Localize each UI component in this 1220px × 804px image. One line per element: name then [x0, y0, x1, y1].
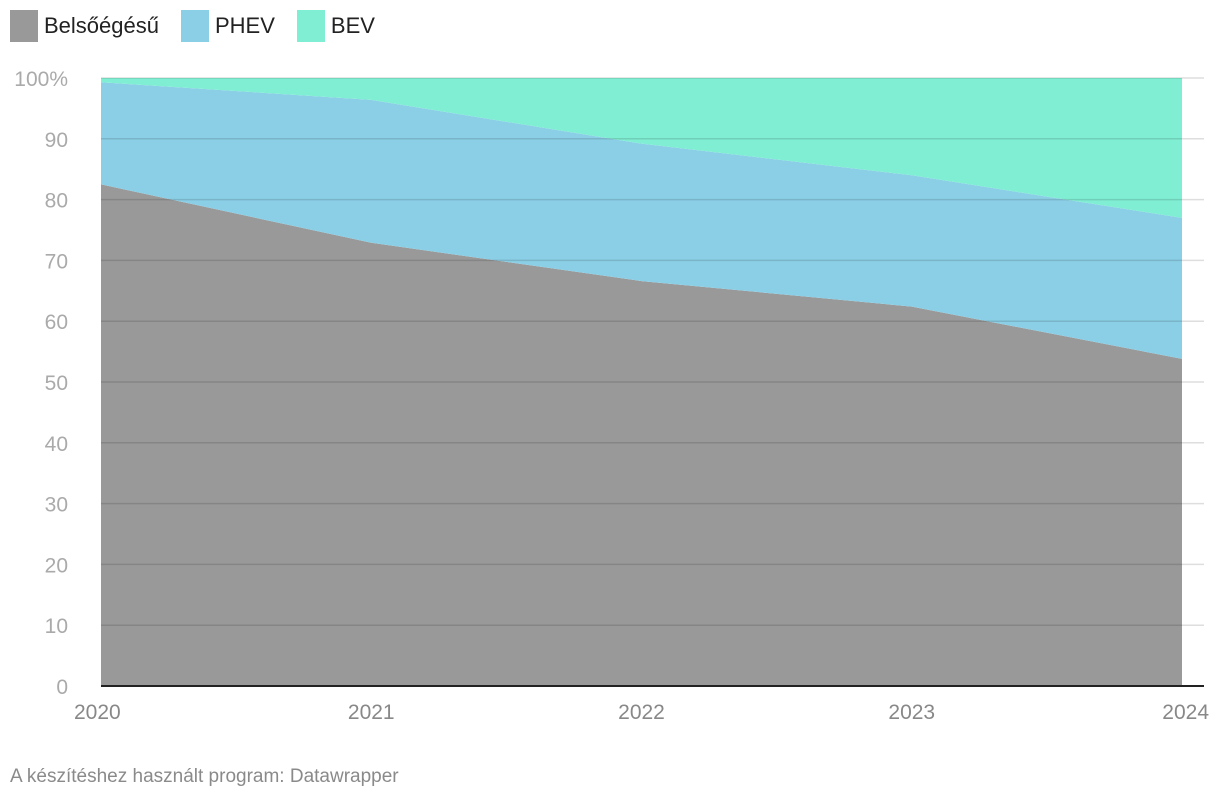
legend-swatch-bev — [296, 10, 325, 42]
x-tick-label: 2022 — [618, 701, 665, 724]
y-tick-label: 60 — [45, 311, 68, 334]
legend-item-bev: BEV — [296, 10, 375, 42]
legend-swatch-belsoegesu — [10, 10, 38, 42]
x-tick-label: 2020 — [74, 701, 121, 724]
x-tick-label: 2021 — [348, 701, 395, 724]
area-phev — [101, 82, 1182, 359]
y-tick-label: 80 — [45, 190, 68, 213]
footer-credit: A készítéshez használt program: Datawrap… — [10, 766, 399, 787]
legend-swatch-phev — [180, 10, 209, 42]
y-tick-label: 90 — [45, 129, 68, 152]
legend-label-belsoegesu: Belsőégésű — [44, 13, 159, 38]
legend-item-phev: PHEV — [180, 10, 275, 42]
y-tick-label: 30 — [45, 494, 68, 517]
legend-label-phev: PHEV — [214, 13, 275, 38]
gridlines — [101, 77, 1204, 626]
legend-item-belsoegesu: Belsőégésű — [10, 10, 159, 42]
x-tick-label: 2024 — [1162, 701, 1209, 724]
y-tick-label: 100% — [14, 68, 68, 91]
x-axis: 2020 2021 2022 2023 2024 — [74, 685, 1209, 724]
y-tick-label: 70 — [45, 250, 68, 273]
area-belsoegesu — [101, 184, 1182, 686]
area-layer — [101, 78, 1182, 686]
stacked-area-chart: 0 10 20 30 40 50 60 70 80 90 100% 2020 2021 2022 2023… — [14, 68, 1209, 724]
legend-label-bev: BEV — [330, 13, 375, 38]
y-tick-label: 0 — [56, 676, 68, 699]
x-tick-label: 2023 — [888, 701, 935, 724]
y-tick-label: 50 — [45, 372, 68, 395]
y-axis: 0 10 20 30 40 50 60 70 80 90 100% — [14, 68, 68, 699]
y-tick-label: 10 — [45, 615, 68, 638]
area-bev — [101, 78, 1182, 218]
y-tick-label: 20 — [45, 554, 68, 577]
y-tick-label: 40 — [45, 433, 68, 456]
legend: Belsőégésű PHEV BEV — [10, 10, 397, 42]
